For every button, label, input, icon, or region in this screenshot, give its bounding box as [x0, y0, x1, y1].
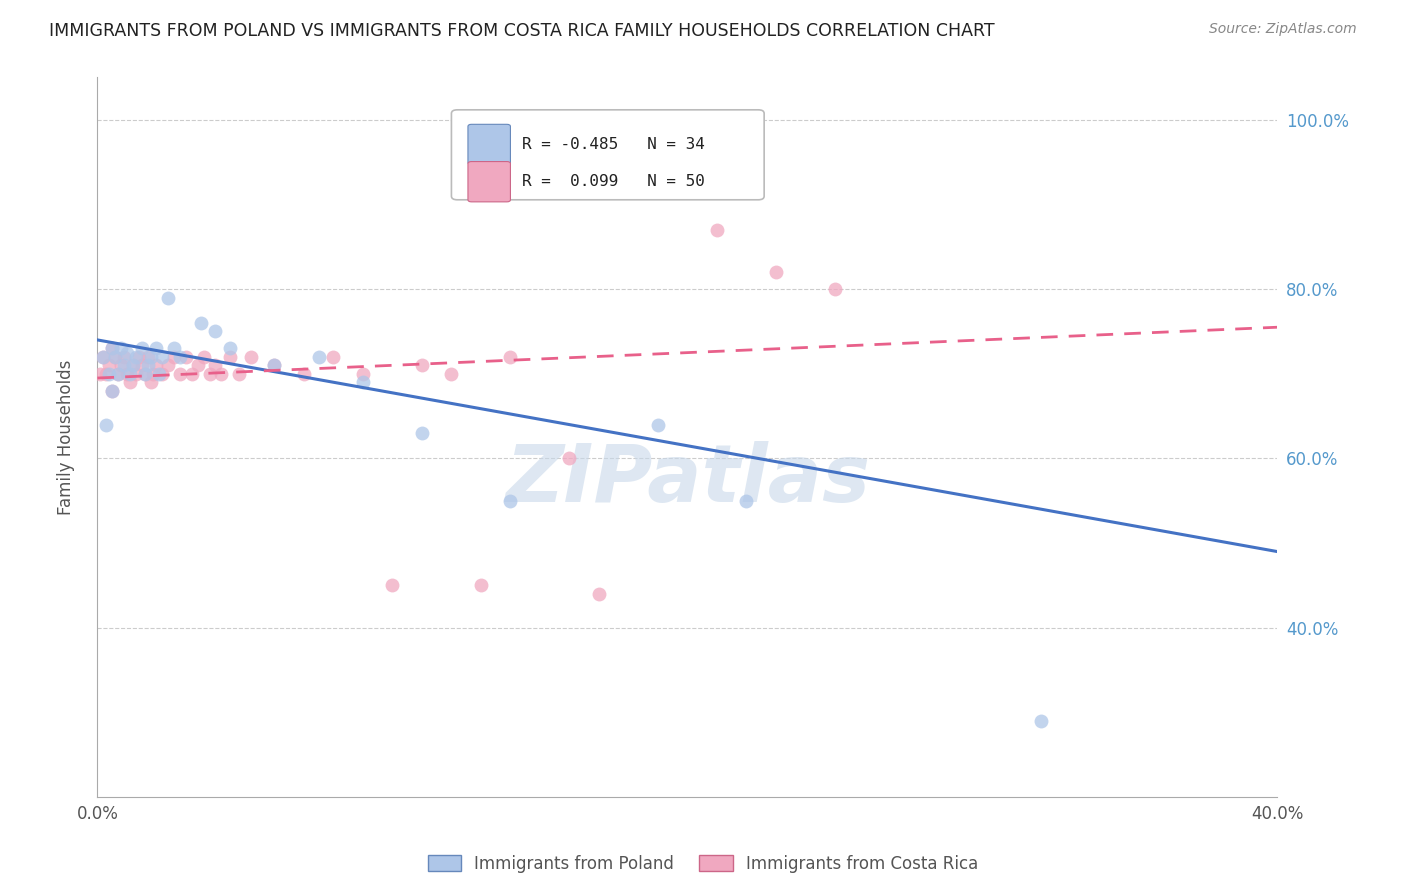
Point	[121, 359, 143, 373]
Point	[174, 350, 197, 364]
Text: Source: ZipAtlas.com: Source: ZipAtlas.com	[1209, 22, 1357, 37]
Point	[187, 359, 209, 373]
Point	[163, 342, 186, 356]
Point	[91, 350, 114, 364]
Point	[131, 359, 153, 373]
Point	[128, 350, 150, 364]
Point	[190, 316, 212, 330]
Point	[735, 493, 758, 508]
Point	[110, 359, 132, 373]
Point	[204, 359, 226, 373]
Point	[169, 367, 191, 381]
Point	[107, 367, 129, 381]
Point	[134, 367, 156, 381]
Point	[219, 350, 242, 364]
Text: IMMIGRANTS FROM POLAND VS IMMIGRANTS FROM COSTA RICA FAMILY HOUSEHOLDS CORRELATI: IMMIGRANTS FROM POLAND VS IMMIGRANTS FRO…	[49, 22, 995, 40]
Point	[98, 367, 121, 381]
Point	[157, 359, 180, 373]
Point	[292, 367, 315, 381]
Point	[101, 384, 124, 398]
Point	[110, 342, 132, 356]
Point	[131, 342, 153, 356]
Point	[198, 367, 221, 381]
Point	[101, 384, 124, 398]
Point	[647, 146, 669, 161]
Point	[134, 367, 156, 381]
Point	[558, 451, 581, 466]
FancyBboxPatch shape	[468, 124, 510, 165]
Y-axis label: Family Households: Family Households	[58, 359, 75, 515]
Point	[322, 350, 344, 364]
Point	[169, 350, 191, 364]
Point	[308, 350, 330, 364]
Point	[112, 359, 135, 373]
Point	[107, 367, 129, 381]
Point	[352, 376, 374, 390]
Point	[98, 359, 121, 373]
Point	[136, 359, 159, 373]
Point	[824, 282, 846, 296]
Point	[263, 359, 285, 373]
Point	[115, 345, 138, 359]
Point	[180, 367, 202, 381]
Point	[125, 367, 148, 381]
Point	[150, 350, 173, 364]
Point	[145, 342, 167, 356]
Point	[115, 367, 138, 381]
FancyBboxPatch shape	[451, 110, 763, 200]
Point	[499, 493, 522, 508]
Point	[136, 350, 159, 364]
Point	[101, 342, 124, 356]
Point	[91, 350, 114, 364]
Point	[219, 342, 242, 356]
Point	[89, 367, 111, 381]
Text: ZIPatlas: ZIPatlas	[505, 442, 870, 519]
Point	[101, 342, 124, 356]
Point	[706, 223, 728, 237]
Point	[193, 350, 215, 364]
Point	[411, 359, 433, 373]
Point	[139, 350, 162, 364]
FancyBboxPatch shape	[468, 161, 510, 202]
Point	[209, 367, 232, 381]
Point	[118, 376, 141, 390]
Point	[104, 350, 127, 364]
Point	[118, 367, 141, 381]
Point	[121, 359, 143, 373]
Point	[145, 359, 167, 373]
Point	[411, 425, 433, 440]
Point	[352, 367, 374, 381]
Point	[765, 265, 787, 279]
Point	[499, 350, 522, 364]
Point	[239, 350, 262, 364]
Point	[163, 350, 186, 364]
Point	[470, 578, 492, 592]
Point	[588, 587, 610, 601]
Point	[381, 578, 404, 592]
Point	[125, 350, 148, 364]
Text: R = -0.485   N = 34: R = -0.485 N = 34	[522, 137, 704, 152]
Point	[150, 367, 173, 381]
Text: R =  0.099   N = 50: R = 0.099 N = 50	[522, 174, 704, 189]
Point	[139, 376, 162, 390]
Point	[112, 350, 135, 364]
Point	[96, 367, 118, 381]
Point	[142, 367, 165, 381]
Point	[1031, 714, 1053, 728]
Point	[204, 325, 226, 339]
Point	[440, 367, 463, 381]
Point	[228, 367, 250, 381]
Point	[104, 350, 127, 364]
Point	[96, 417, 118, 432]
Point	[157, 291, 180, 305]
Point	[263, 359, 285, 373]
Point	[647, 417, 669, 432]
Legend: Immigrants from Poland, Immigrants from Costa Rica: Immigrants from Poland, Immigrants from …	[422, 848, 984, 880]
Point	[148, 367, 170, 381]
